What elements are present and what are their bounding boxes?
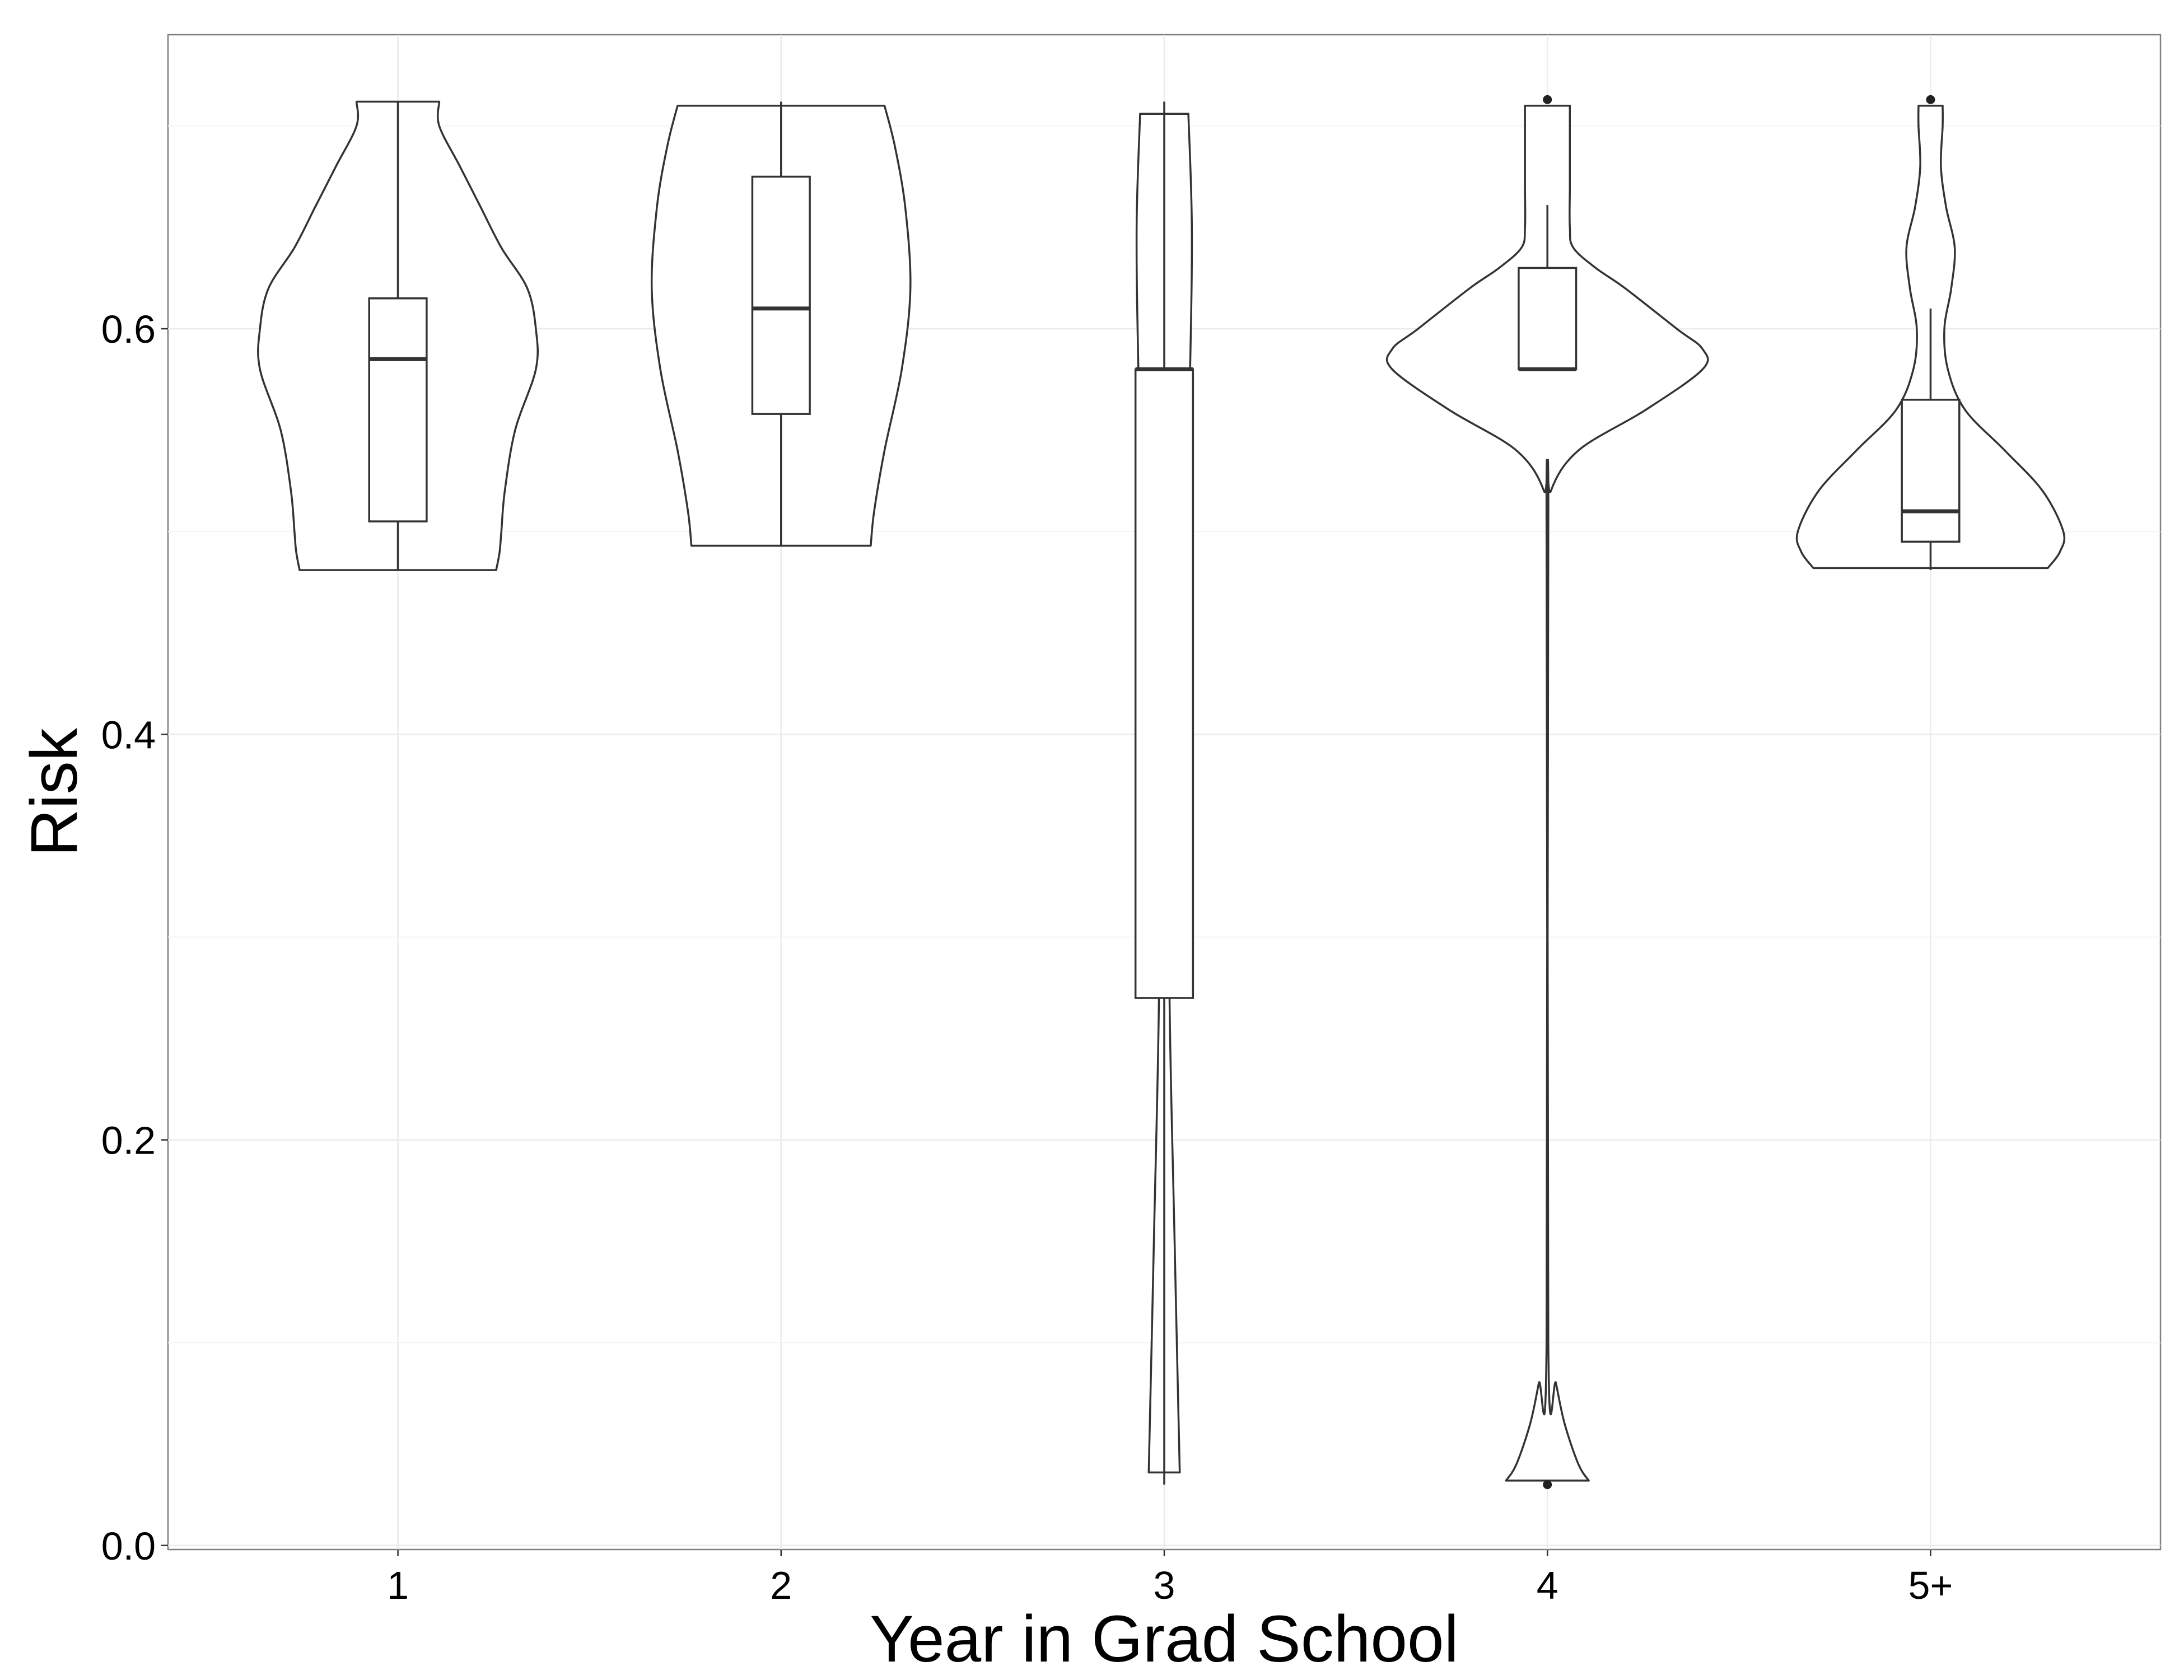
y-tick-label: 0.0 [101, 1524, 156, 1568]
y-tick-label: 0.6 [101, 307, 156, 351]
x-tick-label: 5+ [1908, 1564, 1953, 1607]
violins-layer [257, 95, 2066, 1490]
box-2 [751, 175, 811, 415]
x-tick-label: 2 [770, 1564, 792, 1607]
box-3 [1134, 368, 1194, 999]
x-tick-label: 3 [1154, 1564, 1175, 1607]
x-tick-label: 1 [387, 1564, 409, 1607]
outlier-point-5+ [1926, 95, 1935, 104]
x-axis-title: Year in Grad School [870, 1602, 1459, 1676]
y-axis-title: Risk [17, 727, 91, 856]
box-1 [368, 297, 428, 522]
outlier-point-4 [1543, 95, 1552, 104]
y-tick-label: 0.4 [101, 713, 156, 757]
box-5+ [1901, 399, 1961, 543]
y-tick-label: 0.2 [101, 1119, 156, 1163]
x-tick-label: 4 [1537, 1564, 1558, 1607]
violin-4 [1385, 104, 1709, 1482]
axes-layer: 0.0 0.2 0.4 0.6 1 2 3 4 5+ [101, 307, 1953, 1607]
outlier-point-4 [1543, 1480, 1552, 1490]
box-4 [1518, 267, 1578, 371]
